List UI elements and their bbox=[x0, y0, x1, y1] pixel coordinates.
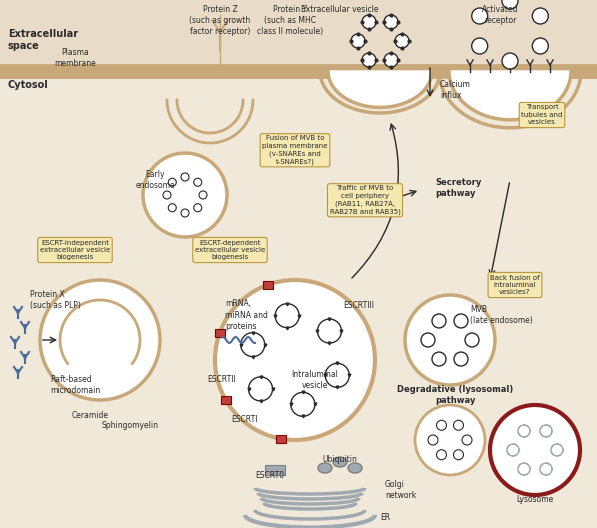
Circle shape bbox=[507, 444, 519, 456]
Circle shape bbox=[199, 191, 207, 199]
Text: Traffic of MVB to
cell periphery
(RAB11, RAB27A,
RAB27B and RAB35): Traffic of MVB to cell periphery (RAB11,… bbox=[330, 185, 401, 215]
FancyBboxPatch shape bbox=[0, 70, 597, 528]
Text: Ubiquitin: Ubiquitin bbox=[322, 456, 358, 465]
Text: Intraluminal
vesicle: Intraluminal vesicle bbox=[291, 370, 338, 390]
Circle shape bbox=[325, 363, 349, 388]
Circle shape bbox=[533, 8, 548, 24]
Ellipse shape bbox=[348, 463, 362, 473]
Text: Transport
tubules and
vesicles: Transport tubules and vesicles bbox=[521, 105, 563, 126]
Text: Protein Y
(such as MHC
class II molecule): Protein Y (such as MHC class II molecule… bbox=[257, 5, 323, 36]
Text: ESCRTII: ESCRTII bbox=[207, 375, 236, 384]
Circle shape bbox=[454, 352, 468, 366]
Circle shape bbox=[384, 15, 398, 29]
Circle shape bbox=[428, 435, 438, 445]
Text: Cytosol: Cytosol bbox=[8, 80, 49, 90]
Circle shape bbox=[454, 450, 463, 460]
Circle shape bbox=[168, 178, 176, 186]
Circle shape bbox=[181, 173, 189, 181]
Circle shape bbox=[291, 392, 315, 416]
Circle shape bbox=[540, 425, 552, 437]
Text: Raft-based
microdomain: Raft-based microdomain bbox=[50, 375, 100, 395]
Circle shape bbox=[518, 425, 530, 437]
Text: ER: ER bbox=[380, 514, 390, 523]
Circle shape bbox=[465, 333, 479, 347]
Circle shape bbox=[275, 304, 299, 328]
Circle shape bbox=[472, 38, 488, 54]
Bar bbox=[221, 396, 230, 404]
Circle shape bbox=[432, 314, 446, 328]
Text: ESCRTIII: ESCRTIII bbox=[343, 300, 374, 309]
Circle shape bbox=[362, 15, 376, 29]
Ellipse shape bbox=[318, 463, 332, 473]
Text: mRNA,
miRNA and
proteins: mRNA, miRNA and proteins bbox=[225, 299, 268, 331]
Circle shape bbox=[462, 435, 472, 445]
Circle shape bbox=[454, 420, 463, 430]
Text: Ceramide: Ceramide bbox=[72, 410, 109, 420]
Circle shape bbox=[454, 314, 468, 328]
Bar bbox=[265, 465, 285, 475]
Circle shape bbox=[168, 204, 176, 212]
Circle shape bbox=[318, 319, 341, 343]
Circle shape bbox=[490, 405, 580, 495]
Circle shape bbox=[436, 450, 447, 460]
Text: ESCRT-independent
extracellular vesicle
biogenesis: ESCRT-independent extracellular vesicle … bbox=[40, 240, 110, 260]
Circle shape bbox=[241, 333, 264, 356]
Text: ESCRT0: ESCRT0 bbox=[256, 470, 285, 479]
Circle shape bbox=[421, 333, 435, 347]
Circle shape bbox=[40, 280, 160, 400]
Circle shape bbox=[351, 34, 365, 48]
Circle shape bbox=[551, 444, 563, 456]
Circle shape bbox=[436, 420, 447, 430]
Circle shape bbox=[163, 191, 171, 199]
Circle shape bbox=[194, 178, 202, 186]
Circle shape bbox=[502, 53, 518, 69]
Circle shape bbox=[143, 153, 227, 237]
Text: Back fusion of
intraluminal
vesicles?: Back fusion of intraluminal vesicles? bbox=[490, 275, 540, 296]
Text: MVB
(late endosome): MVB (late endosome) bbox=[470, 305, 533, 325]
Ellipse shape bbox=[333, 457, 347, 467]
Text: Fusion of MVB to
plasma membrane
(v-SNAREs and
t-SNAREs?): Fusion of MVB to plasma membrane (v-SNAR… bbox=[262, 135, 328, 165]
Circle shape bbox=[502, 0, 518, 9]
Text: ESCRTI: ESCRTI bbox=[231, 416, 257, 425]
Circle shape bbox=[362, 53, 376, 67]
Circle shape bbox=[432, 352, 446, 366]
Text: Activated
receptor: Activated receptor bbox=[482, 5, 518, 25]
Circle shape bbox=[194, 204, 202, 212]
Text: Plasma
membrane: Plasma membrane bbox=[54, 48, 96, 68]
Circle shape bbox=[215, 280, 375, 440]
FancyBboxPatch shape bbox=[0, 65, 597, 77]
Text: Lysosome: Lysosome bbox=[516, 495, 553, 504]
Bar bbox=[215, 328, 225, 337]
Circle shape bbox=[533, 38, 548, 54]
Text: Protein Z
(such as growth
factor receptor): Protein Z (such as growth factor recepto… bbox=[189, 5, 251, 36]
Text: Protein X
(such as PLP): Protein X (such as PLP) bbox=[30, 290, 81, 310]
Circle shape bbox=[405, 295, 495, 385]
Circle shape bbox=[415, 405, 485, 475]
Text: Golgi
network: Golgi network bbox=[385, 480, 416, 500]
Text: ESCRT-dependent
extracellular vesicle
biogenesis: ESCRT-dependent extracellular vesicle bi… bbox=[195, 240, 265, 260]
Polygon shape bbox=[449, 71, 571, 120]
Text: Secretory
pathway: Secretory pathway bbox=[435, 178, 481, 198]
Circle shape bbox=[384, 53, 398, 67]
Text: Sphingomyelin: Sphingomyelin bbox=[101, 420, 158, 429]
Circle shape bbox=[540, 463, 552, 475]
FancyBboxPatch shape bbox=[0, 0, 597, 70]
Text: Early
endosome: Early endosome bbox=[135, 171, 175, 190]
Bar bbox=[276, 435, 286, 443]
Circle shape bbox=[248, 377, 272, 401]
Circle shape bbox=[181, 209, 189, 217]
Polygon shape bbox=[328, 71, 432, 107]
Circle shape bbox=[518, 463, 530, 475]
Bar bbox=[263, 281, 273, 289]
Text: Extracellular vesicle: Extracellular vesicle bbox=[301, 5, 378, 14]
Text: Extracellular
space: Extracellular space bbox=[8, 29, 78, 51]
Text: Calcium
influx: Calcium influx bbox=[440, 80, 471, 100]
Text: Degradative (lysosomal)
pathway: Degradative (lysosomal) pathway bbox=[397, 385, 513, 405]
Circle shape bbox=[395, 34, 409, 48]
Circle shape bbox=[472, 8, 488, 24]
